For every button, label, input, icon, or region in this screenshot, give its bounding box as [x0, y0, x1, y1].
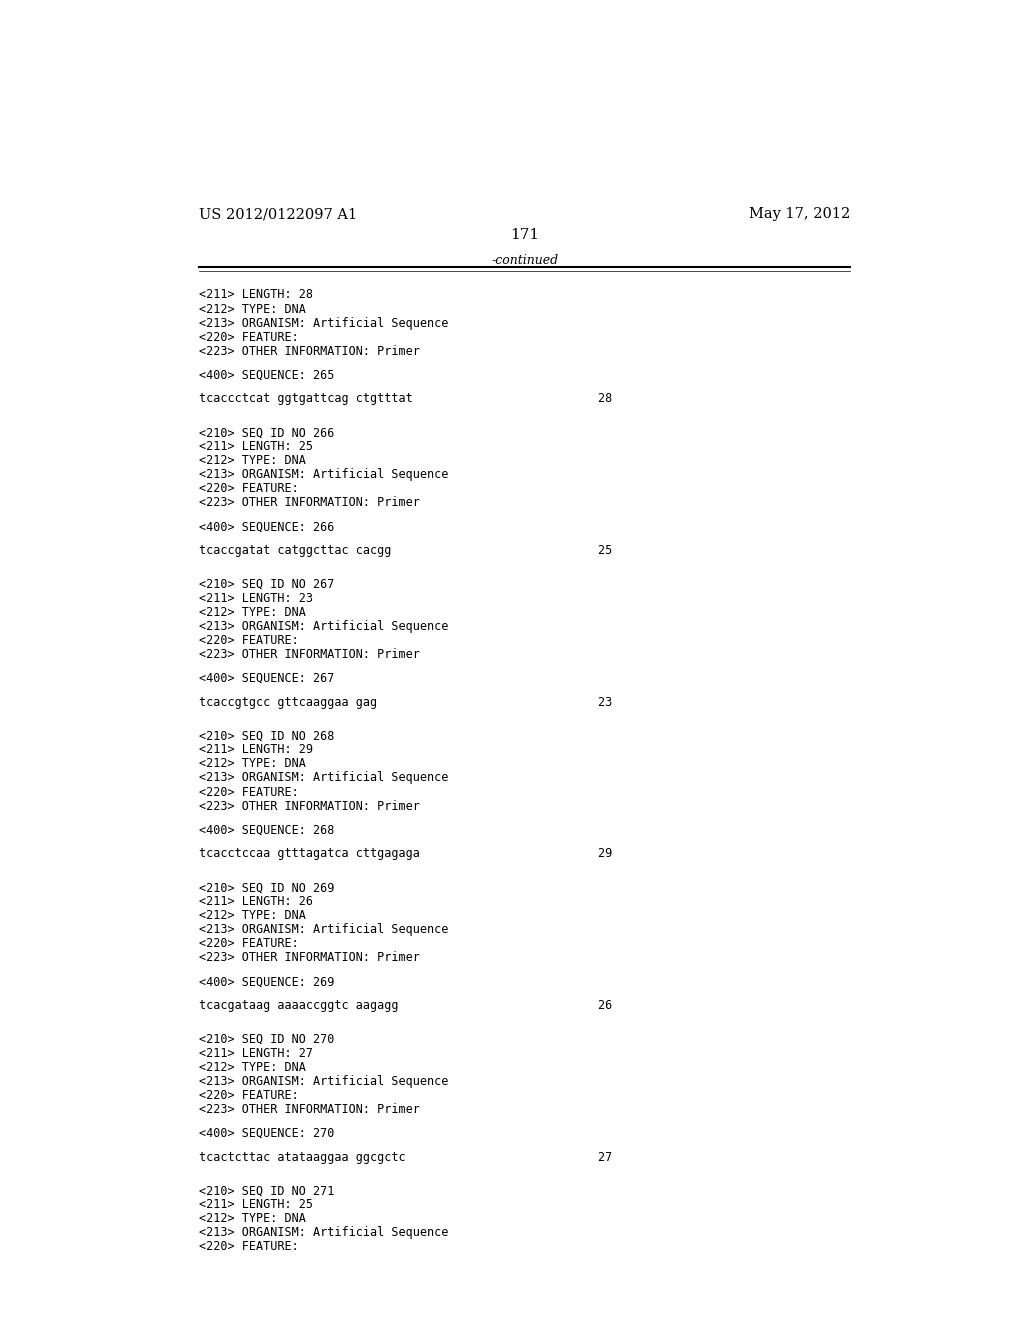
Text: <211> LENGTH: 29: <211> LENGTH: 29: [200, 743, 313, 756]
Text: <220> FEATURE:: <220> FEATURE:: [200, 330, 299, 343]
Text: <210> SEQ ID NO 270: <210> SEQ ID NO 270: [200, 1032, 335, 1045]
Text: -continued: -continued: [492, 253, 558, 267]
Text: <212> TYPE: DNA: <212> TYPE: DNA: [200, 1212, 306, 1225]
Text: <220> FEATURE:: <220> FEATURE:: [200, 785, 299, 799]
Text: <223> OTHER INFORMATION: Primer: <223> OTHER INFORMATION: Primer: [200, 1102, 420, 1115]
Text: <220> FEATURE:: <220> FEATURE:: [200, 1241, 299, 1254]
Text: <212> TYPE: DNA: <212> TYPE: DNA: [200, 758, 306, 771]
Text: tcaccgtgcc gttcaaggaa gag                               23: tcaccgtgcc gttcaaggaa gag 23: [200, 696, 612, 709]
Text: <210> SEQ ID NO 266: <210> SEQ ID NO 266: [200, 426, 335, 440]
Text: <213> ORGANISM: Artificial Sequence: <213> ORGANISM: Artificial Sequence: [200, 620, 449, 632]
Text: <223> OTHER INFORMATION: Primer: <223> OTHER INFORMATION: Primer: [200, 345, 420, 358]
Text: US 2012/0122097 A1: US 2012/0122097 A1: [200, 207, 357, 222]
Text: <211> LENGTH: 27: <211> LENGTH: 27: [200, 1047, 313, 1060]
Text: <220> FEATURE:: <220> FEATURE:: [200, 634, 299, 647]
Text: tcaccctcat ggtgattcag ctgtttat                          28: tcaccctcat ggtgattcag ctgtttat 28: [200, 392, 612, 405]
Text: <210> SEQ ID NO 271: <210> SEQ ID NO 271: [200, 1184, 335, 1197]
Text: <213> ORGANISM: Artificial Sequence: <213> ORGANISM: Artificial Sequence: [200, 1226, 449, 1239]
Text: <212> TYPE: DNA: <212> TYPE: DNA: [200, 606, 306, 619]
Text: tcaccgatat catggcttac cacgg                             25: tcaccgatat catggcttac cacgg 25: [200, 544, 612, 557]
Text: <400> SEQUENCE: 265: <400> SEQUENCE: 265: [200, 368, 335, 381]
Text: <220> FEATURE:: <220> FEATURE:: [200, 482, 299, 495]
Text: tcacctccaa gtttagatca cttgagaga                         29: tcacctccaa gtttagatca cttgagaga 29: [200, 847, 612, 861]
Text: <211> LENGTH: 28: <211> LENGTH: 28: [200, 289, 313, 301]
Text: <211> LENGTH: 25: <211> LENGTH: 25: [200, 1199, 313, 1212]
Text: 171: 171: [510, 227, 540, 242]
Text: <212> TYPE: DNA: <212> TYPE: DNA: [200, 302, 306, 315]
Text: <210> SEQ ID NO 269: <210> SEQ ID NO 269: [200, 880, 335, 894]
Text: <223> OTHER INFORMATION: Primer: <223> OTHER INFORMATION: Primer: [200, 952, 420, 964]
Text: <223> OTHER INFORMATION: Primer: <223> OTHER INFORMATION: Primer: [200, 800, 420, 813]
Text: May 17, 2012: May 17, 2012: [749, 207, 850, 222]
Text: <211> LENGTH: 23: <211> LENGTH: 23: [200, 591, 313, 605]
Text: <211> LENGTH: 26: <211> LENGTH: 26: [200, 895, 313, 908]
Text: <220> FEATURE:: <220> FEATURE:: [200, 1089, 299, 1102]
Text: tcacgataag aaaaccggtc aagagg                            26: tcacgataag aaaaccggtc aagagg 26: [200, 999, 612, 1012]
Text: <223> OTHER INFORMATION: Primer: <223> OTHER INFORMATION: Primer: [200, 648, 420, 661]
Text: <212> TYPE: DNA: <212> TYPE: DNA: [200, 1061, 306, 1073]
Text: <400> SEQUENCE: 267: <400> SEQUENCE: 267: [200, 672, 335, 685]
Text: <212> TYPE: DNA: <212> TYPE: DNA: [200, 454, 306, 467]
Text: <220> FEATURE:: <220> FEATURE:: [200, 937, 299, 950]
Text: <213> ORGANISM: Artificial Sequence: <213> ORGANISM: Artificial Sequence: [200, 317, 449, 330]
Text: <213> ORGANISM: Artificial Sequence: <213> ORGANISM: Artificial Sequence: [200, 1074, 449, 1088]
Text: <210> SEQ ID NO 268: <210> SEQ ID NO 268: [200, 730, 335, 742]
Text: <400> SEQUENCE: 266: <400> SEQUENCE: 266: [200, 520, 335, 533]
Text: <212> TYPE: DNA: <212> TYPE: DNA: [200, 909, 306, 923]
Text: <213> ORGANISM: Artificial Sequence: <213> ORGANISM: Artificial Sequence: [200, 469, 449, 482]
Text: <400> SEQUENCE: 268: <400> SEQUENCE: 268: [200, 824, 335, 837]
Text: <400> SEQUENCE: 269: <400> SEQUENCE: 269: [200, 975, 335, 989]
Text: <210> SEQ ID NO 267: <210> SEQ ID NO 267: [200, 578, 335, 591]
Text: <213> ORGANISM: Artificial Sequence: <213> ORGANISM: Artificial Sequence: [200, 923, 449, 936]
Text: tcactcttac atataaggaa ggcgctc                           27: tcactcttac atataaggaa ggcgctc 27: [200, 1151, 612, 1164]
Text: <400> SEQUENCE: 270: <400> SEQUENCE: 270: [200, 1127, 335, 1139]
Text: <223> OTHER INFORMATION: Primer: <223> OTHER INFORMATION: Primer: [200, 496, 420, 510]
Text: <213> ORGANISM: Artificial Sequence: <213> ORGANISM: Artificial Sequence: [200, 771, 449, 784]
Text: <211> LENGTH: 25: <211> LENGTH: 25: [200, 440, 313, 453]
